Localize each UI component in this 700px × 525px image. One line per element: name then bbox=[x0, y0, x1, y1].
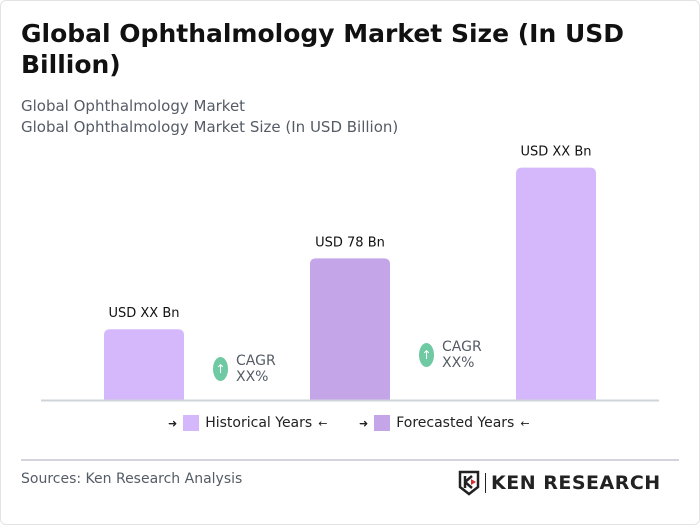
arrow-left-icon: ← bbox=[520, 416, 530, 430]
legend-swatch bbox=[374, 415, 391, 431]
logo-shield-icon bbox=[458, 470, 480, 496]
cagr-label: CAGR bbox=[442, 339, 482, 355]
chart-title: Global Ophthalmology Market Size (In USD… bbox=[21, 19, 625, 79]
arrow-up-icon: ↑ bbox=[419, 343, 434, 367]
legend-swatch bbox=[183, 415, 200, 431]
legend-label: Historical Years bbox=[205, 415, 313, 431]
chart-subtitle: Global Ophthalmology Market bbox=[21, 97, 246, 115]
bar-data-label: USD 78 Bn bbox=[315, 235, 385, 250]
cagr-value: XX% bbox=[442, 355, 475, 371]
logo-text: KEN RESEARCH bbox=[491, 472, 661, 494]
cagr-label: CAGR bbox=[236, 353, 276, 369]
cagr-annotation-1: ↑ CAGR XX% bbox=[213, 353, 276, 385]
legend-item-historical[interactable]: ➜ Historical Years ← bbox=[168, 415, 327, 431]
legend-item-forecasted[interactable]: ➜ Forecasted Years ← bbox=[359, 415, 530, 431]
arrow-left-icon: ← bbox=[318, 416, 328, 430]
ken-research-logo: KEN RESEARCH bbox=[458, 470, 661, 496]
bar-forecast bbox=[516, 167, 596, 400]
bar-data-label: USD XX Bn bbox=[520, 145, 591, 160]
chart-subtitle-2: Global Ophthalmology Market Size (In USD… bbox=[21, 118, 399, 136]
arrow-up-icon: ↑ bbox=[213, 357, 228, 381]
logo-divider bbox=[485, 473, 486, 493]
legend-label: Forecasted Years bbox=[396, 415, 515, 431]
bar-data-label: USD XX Bn bbox=[108, 306, 179, 321]
cagr-value: XX% bbox=[236, 369, 269, 385]
cagr-annotation-2: ↑ CAGR XX% bbox=[419, 339, 482, 371]
source-text: Sources: Ken Research Analysis bbox=[21, 471, 243, 487]
bar-historical bbox=[104, 329, 184, 400]
bar-current bbox=[310, 258, 390, 400]
arrow-right-icon: ➜ bbox=[359, 416, 369, 430]
arrow-right-icon: ➜ bbox=[168, 416, 178, 430]
footer-divider bbox=[21, 459, 679, 461]
